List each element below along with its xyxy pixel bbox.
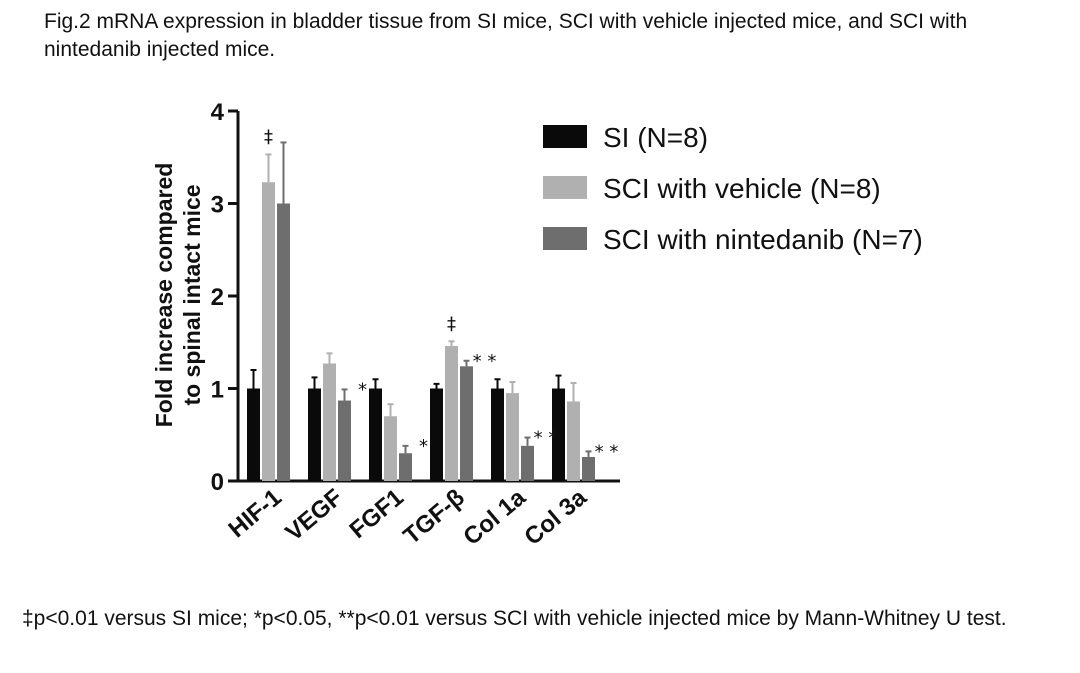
bar-chart: Fold increase compared to spinal intact … — [151, 99, 923, 551]
bar — [430, 388, 443, 481]
bar — [521, 445, 534, 481]
bar — [506, 393, 519, 481]
bar — [460, 366, 473, 481]
significance-marker: ‡ — [264, 126, 273, 147]
x-category-label: Col 3a — [519, 483, 592, 550]
bar — [262, 182, 275, 481]
bar — [277, 203, 290, 481]
bar — [582, 456, 595, 481]
significance-marker: * — [419, 436, 428, 457]
x-category-label: HIF-1 — [224, 484, 287, 543]
legend-label: SI (N=8) — [603, 122, 708, 153]
y-axis-title: Fold increase compared to spinal intact … — [151, 163, 205, 428]
bar — [369, 388, 382, 481]
bars — [247, 141, 595, 481]
significance-marker: * * — [473, 351, 497, 372]
significance-marker: * — [358, 379, 367, 400]
legend-label: SCI with vehicle (N=8) — [603, 173, 881, 204]
x-category-label: FGF1 — [345, 484, 409, 544]
bar — [308, 388, 321, 481]
y-tick-label: 1 — [211, 377, 224, 404]
y-axis-title-line2: to spinal intact mice — [179, 184, 205, 405]
significance-marker: * * — [595, 441, 619, 462]
footnote: ‡p<0.01 versus SI mice; *p<0.05, **p<0.0… — [22, 607, 1007, 630]
x-category-label: VEGF — [280, 484, 347, 547]
x-category-label: Col 1a — [458, 483, 531, 550]
y-tick-label: 4 — [211, 99, 225, 126]
legend-swatch — [543, 176, 587, 199]
significance-marker: ‡ — [447, 313, 456, 334]
y-tick-label: 2 — [211, 284, 224, 311]
bar — [384, 416, 397, 481]
bar — [567, 401, 580, 481]
legend-swatch — [543, 227, 587, 250]
figure-caption: Fig.2 mRNA expression in bladder tissue … — [44, 10, 968, 61]
significance-markers: ‡ * * ‡ * * * * * * — [264, 126, 618, 462]
x-category-label: TGF-β — [398, 484, 469, 550]
bar — [399, 453, 412, 481]
significance-marker: * * — [534, 428, 558, 449]
y-axis-title-line1: Fold increase compared — [151, 163, 177, 428]
bar — [445, 345, 458, 481]
bar — [247, 388, 260, 481]
legend-label: SCI with nintedanib (N=7) — [603, 224, 923, 255]
legend-swatch — [543, 125, 587, 148]
bar — [323, 363, 336, 481]
y-tick-label: 3 — [211, 192, 224, 219]
bar — [338, 400, 351, 481]
legend: SI (N=8) SCI with vehicle (N=8) SCI with n… — [543, 122, 923, 255]
y-tick-label: 0 — [211, 469, 224, 496]
bar — [491, 388, 504, 481]
bar — [552, 388, 565, 481]
